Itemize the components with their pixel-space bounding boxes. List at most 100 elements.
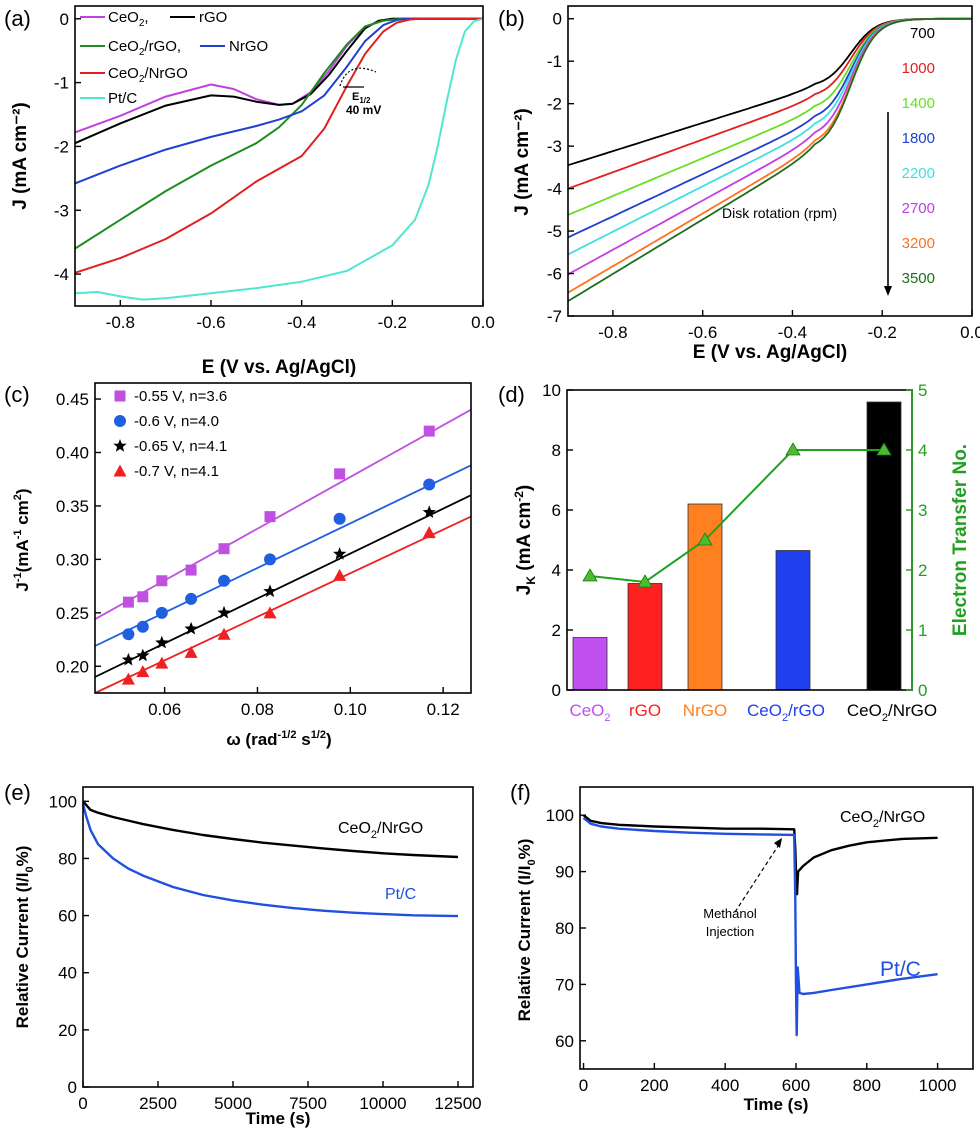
panel-a-series-line-5 — [74, 17, 484, 301]
panel-f-xtick-label: 0 — [579, 1076, 588, 1095]
panel-f-xtick-label: 400 — [711, 1076, 739, 1095]
panel-label-c: (c) — [4, 382, 30, 407]
panel-c-point-1-2 — [155, 606, 168, 619]
category-rgo: rGO — [629, 701, 661, 720]
panel-c-fit-line-3 — [94, 515, 472, 694]
panel-f-ytick-label: 70 — [555, 975, 574, 994]
panel-c-point-3-5 — [263, 606, 277, 619]
panel-f-ytick-label: 90 — [555, 863, 574, 882]
panel-b-frame — [567, 5, 973, 317]
panel-c-point-2-4 — [217, 605, 231, 619]
panel-d-bar-2 — [687, 503, 723, 691]
panel-d-ytick-right-label: 5 — [918, 381, 927, 400]
category-nrgo: NrGO — [683, 701, 727, 720]
panel-c-point-1-6 — [333, 512, 346, 525]
panel-c-ytick-label: 0.40 — [56, 443, 89, 462]
panel-e-ytick-label: 40 — [58, 964, 77, 983]
panel-c-point-0-4 — [218, 543, 230, 555]
panel-c-point-2-0 — [121, 652, 136, 666]
panel-a: (a) -0.8 -0.6 -0.4 -0.2 0.0 0 -1 -2 -3 -4 E (V vs… — [4, 5, 495, 378]
panel-f-series — [582, 814, 938, 1037]
label-e-ceo2-nrgo: CeO2/NrGO — [338, 820, 423, 841]
panel-b-ytick-label: -6 — [547, 265, 562, 284]
panel-b-xtick-label: -0.2 — [868, 323, 897, 342]
panel-b-legend: Disk rotation (rpm) 700 1000 1400 1800 2200 2… — [722, 25, 935, 296]
legend-b-title: Disk rotation (rpm) — [722, 205, 837, 221]
panel-d-et-path — [589, 449, 884, 584]
panel-c-point-0-1 — [137, 591, 149, 603]
panel-f-ticks: 0 200 400 600 800 1000 60 70 80 90 100 — [546, 806, 957, 1095]
panel-a-xtick-label: -0.2 — [378, 313, 407, 332]
panel-b-ticks: -0.8 -0.6 -0.4 -0.2 0.0 0 -1 -2 -3 -4 -5 -6 -7 — [547, 10, 980, 342]
panel-e-series-line-0 — [82, 800, 459, 859]
panel-c-xtick-label: 0.12 — [427, 700, 460, 719]
panel-c-point-0-6 — [334, 468, 346, 480]
panel-e-xtick-label: 7500 — [289, 1094, 327, 1113]
panel-c-point-3-1 — [136, 665, 150, 678]
legend-a-ceo2-nrgo: CeO2/NrGO — [108, 65, 188, 85]
legend-c-item-3: -0.7 V, n=4.1 — [134, 463, 219, 480]
panel-e-ytick-label: 60 — [58, 907, 77, 926]
panel-c-xtick-label: 0.08 — [241, 700, 274, 719]
legend-c-marker-2 — [113, 439, 127, 452]
panel-d-et-marker-2 — [697, 532, 713, 546]
panel-a-annotation: E1/2 40 mV — [339, 67, 381, 117]
panel-d-bar-3 — [775, 550, 811, 691]
panel-label-b: (b) — [498, 6, 525, 31]
panel-a-xtick-label: 0.0 — [471, 313, 495, 332]
panel-a-ytick-label: 0 — [60, 10, 69, 29]
panel-label-e: (e) — [4, 780, 31, 805]
panel-c-point-0-2 — [156, 575, 168, 587]
panel-c-point-3-0 — [121, 672, 135, 685]
panel-d-ylabel-right: Electron Transfer No. — [950, 444, 971, 636]
annotation-methanol: Methanol — [703, 906, 757, 921]
panel-b-ytick-label: -5 — [547, 222, 562, 241]
panel-b-xlabel: E (V vs. Ag/AgCl) — [693, 342, 847, 363]
panel-f-xlabel: Time (s) — [744, 1095, 809, 1114]
panel-c-fit-line-1 — [94, 464, 472, 647]
panel-a-ticks: -0.8 -0.6 -0.4 -0.2 0.0 0 -1 -2 -3 -4 — [54, 10, 495, 332]
panel-e-ylabel: Relative Current (I/I0%) — [13, 846, 36, 1029]
legend-b-item-7: 3500 — [902, 270, 935, 287]
panel-a-ytick-label: -4 — [54, 265, 69, 284]
panel-d-ytick-right-label: 4 — [918, 441, 927, 460]
panel-c-point-1-7 — [423, 478, 436, 491]
panel-c-point-1-5 — [264, 553, 277, 566]
legend-a-nrgo: NrGO — [229, 38, 268, 55]
legend-b-item-0: 700 — [910, 25, 935, 42]
panel-d-ytick-right-label: 1 — [918, 621, 927, 640]
panel-a-legend: CeO2, rGO CeO2/rGO, NrGO CeO2/NrGO Pt/C — [80, 9, 268, 107]
panel-c-legend: -0.55 V, n=3.6 -0.6 V, n=4.0 -0.65 V, n=4.… — [113, 388, 227, 480]
panel-f-ytick-label: 80 — [555, 919, 574, 938]
panel-e-xtick-label: 0 — [78, 1094, 87, 1113]
panel-c-point-3-4 — [217, 627, 231, 640]
panel-f-xtick-label: 1000 — [919, 1076, 957, 1095]
panel-e-ytick-label: 100 — [49, 792, 77, 811]
panel-b-ylabel: J (mA cm⁻²) — [512, 108, 533, 216]
panel-e-xtick-label: 12500 — [434, 1094, 481, 1113]
panel-d-frame — [566, 389, 913, 691]
legend-c-item-1: -0.6 V, n=4.0 — [134, 413, 219, 430]
panel-a-series-line-2 — [74, 17, 483, 250]
label-f-ptc: Pt/C — [880, 958, 921, 981]
panel-b-ytick-label: -1 — [547, 52, 562, 71]
panel-a-series — [74, 17, 484, 301]
panel-c-point-0-3 — [185, 564, 197, 576]
panel-d-et-marker-0 — [582, 568, 598, 582]
panel-b-ytick-label: 0 — [553, 10, 562, 29]
panel-d-ytick-right-label: 2 — [918, 561, 927, 580]
panel-e-xtick-label: 5000 — [214, 1094, 252, 1113]
panel-a-ytick-label: -3 — [54, 201, 69, 220]
legend-a-ptc: Pt/C — [108, 90, 137, 107]
panel-f-annotation: Methanol Injection — [703, 838, 782, 939]
panel-c-point-2-5 — [263, 584, 277, 598]
panel-a-ylabel: J (mA cm⁻²) — [10, 102, 31, 210]
panel-b-series — [567, 17, 973, 302]
legend-c-item-0: -0.55 V, n=3.6 — [134, 388, 227, 405]
panel-f-series-line-1 — [582, 817, 938, 1037]
panel-c-ytick-label: 0.35 — [56, 497, 89, 516]
panel-a-frame — [74, 5, 484, 307]
panel-a-xtick-label: -0.8 — [106, 313, 135, 332]
panel-b: (b) -0.8 -0.6 -0.4 -0.2 0.0 0 -1 -2 -3 -4 -5 -6 -7 E… — [498, 5, 980, 363]
panel-e-frame — [82, 786, 474, 1088]
